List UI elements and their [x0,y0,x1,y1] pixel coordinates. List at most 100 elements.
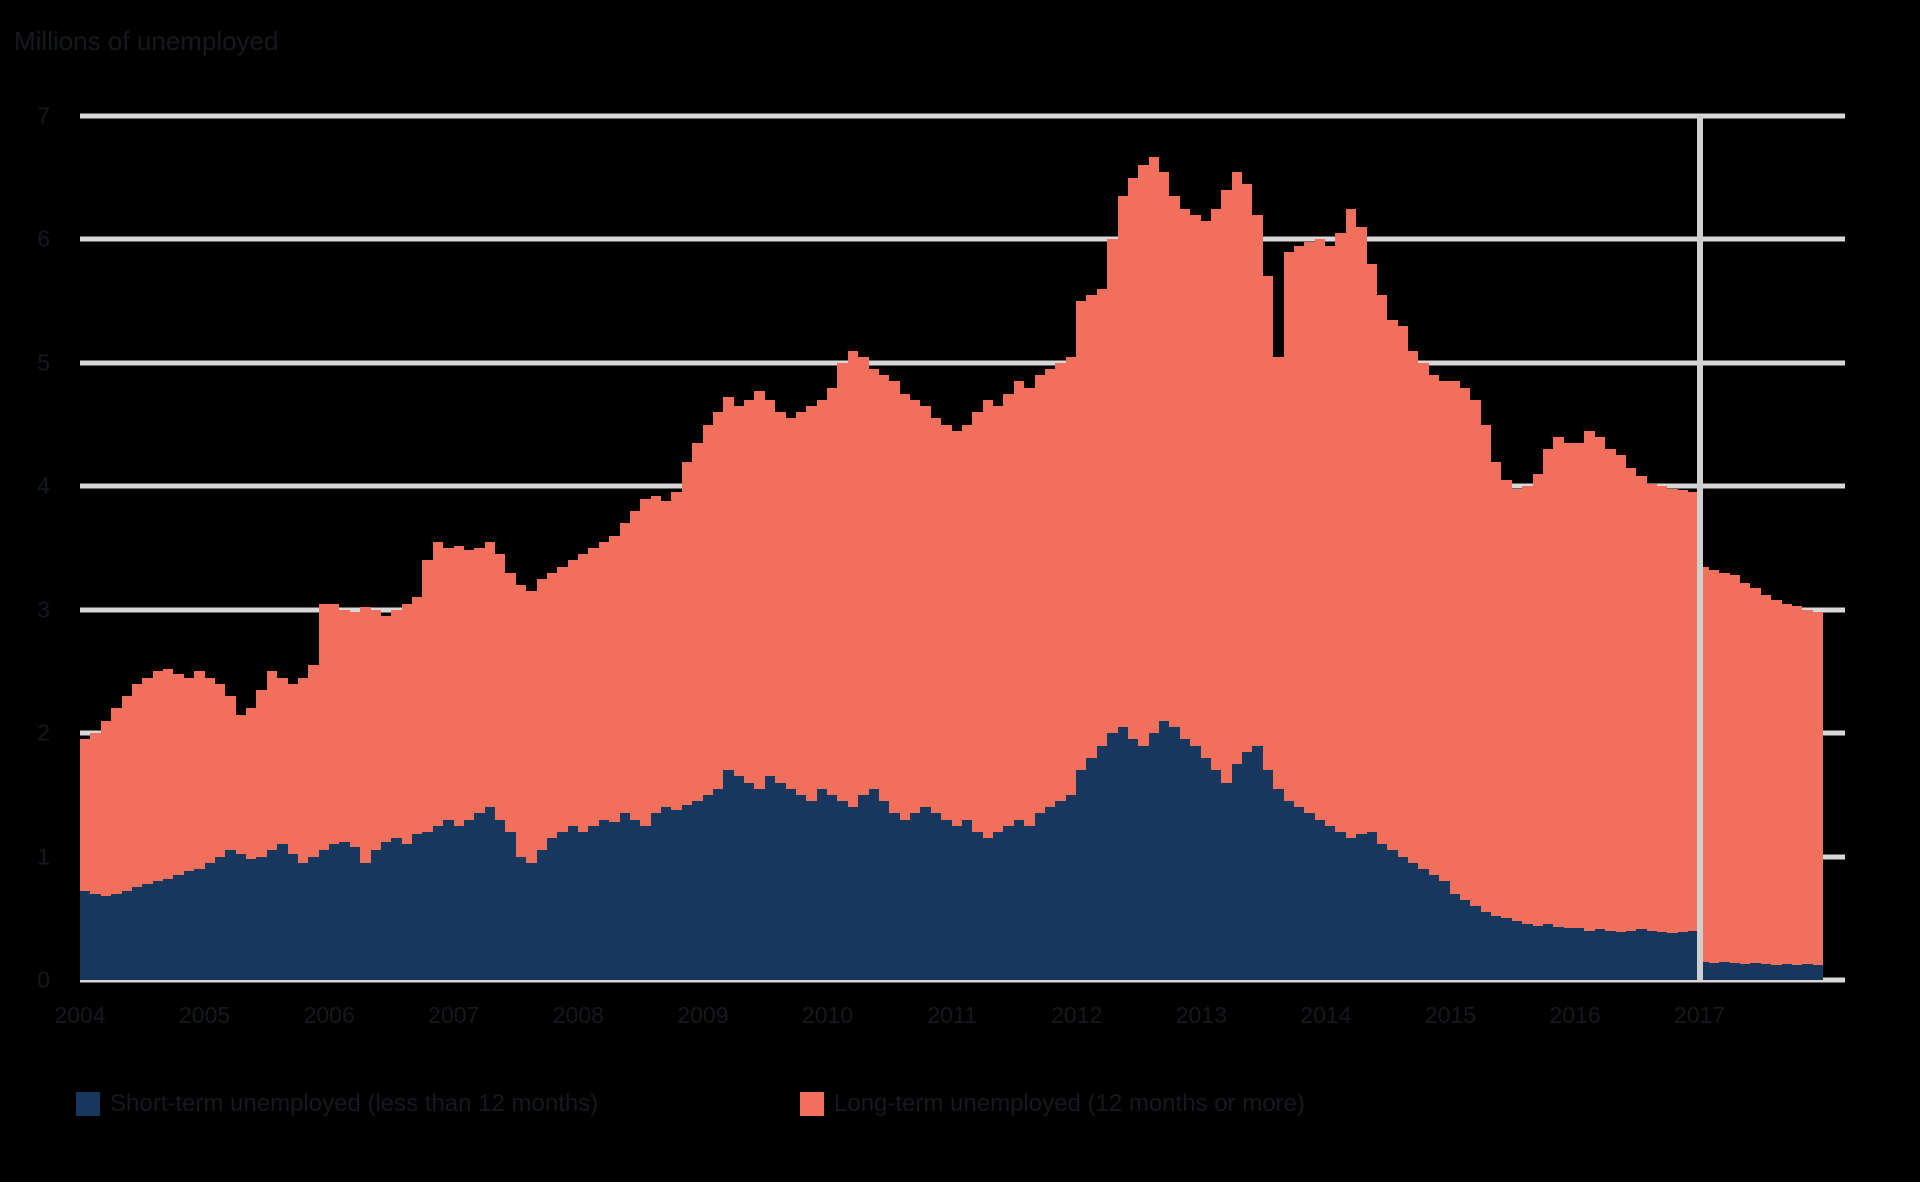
x-axis-year-label: 2006 [303,1002,355,1028]
bar-segment-short-term [297,862,309,980]
bar-month-slot [1345,116,1357,980]
bar-month-slot [142,116,153,980]
bar-segment-long-term [1387,319,1398,851]
bar-segment-long-term [1491,461,1502,916]
series-break-divider-line [1696,116,1703,980]
bar-month-slot [1428,116,1440,980]
bar-segment-long-term [1584,430,1595,931]
bar-month-slot [1677,116,1689,980]
bar-segment-short-term [1408,862,1419,980]
bar-segment-short-term [1688,930,1699,980]
x-axis-year-label: 2017 [1674,1002,1726,1028]
bar-month-slot [806,116,817,980]
bar-month-slot [1086,116,1097,980]
bar-month-slot [1055,116,1066,980]
bar-segment-short-term [1605,930,1616,980]
legend-item-short-term: Short-term unemployed (less than 12 mont… [76,1090,598,1118]
bar-segment-short-term [536,850,547,980]
bar-segment-short-term [194,868,205,980]
bar-segment-short-term [1127,739,1139,980]
bar-month-slot [1708,116,1720,980]
bar-segment-short-term [1397,856,1408,980]
bar-segment-long-term [287,683,298,855]
bar-segment-short-term [1376,844,1388,980]
bar-segment-short-term [1055,801,1066,980]
bar-month-slot [640,116,651,980]
x-axis-year-label: 2004 [54,1002,106,1028]
x-axis-year-label: 2012 [1051,1002,1103,1028]
bar-segment-short-term [1107,733,1118,980]
bar-month-slot [847,116,859,980]
bar-segment-short-term [733,776,744,980]
bar-segment-short-term [1470,905,1481,980]
bar-segment-long-term [1532,473,1543,926]
bar-segment-long-term [80,739,91,892]
bar-segment-short-term [650,813,661,980]
bar-segment-short-term [1024,825,1035,980]
bar-segment-short-term [1594,929,1606,980]
bar-segment-long-term [484,541,495,808]
bar-month-slot [837,116,848,980]
bar-month-slot [256,116,267,980]
bar-segment-short-term [277,844,288,980]
bar-month-slot [754,116,765,980]
bar-segment-short-term [1138,745,1149,980]
bar-segment-long-term [1574,443,1585,929]
bar-month-slot [619,116,630,980]
bar-segment-short-term [910,813,921,980]
bar-segment-short-term [764,776,776,980]
bar-segment-short-term [1501,918,1512,980]
bar-segment-long-term [1781,603,1792,964]
bar-month-slot [1231,116,1242,980]
bar-segment-short-term [837,801,848,980]
bar-segment-long-term [360,607,371,863]
bar-segment-short-term [443,819,454,980]
bar-segment-long-term [1480,424,1491,913]
bar-segment-long-term [297,677,309,863]
bar-segment-long-term [1522,486,1533,925]
bar-segment-short-term [1708,962,1720,980]
bar-segment-short-term [889,813,900,980]
bar-segment-long-term [941,424,952,820]
chart-title: Millions of unemployed [14,26,279,56]
bar-segment-long-term [619,523,630,814]
bar-month-slot [183,116,195,980]
bar-segment-long-term [391,609,402,839]
bar-segment-short-term [308,856,319,980]
bar-month-slot [629,116,641,980]
bar-segment-long-term [131,683,143,888]
bar-month-slot [80,116,91,980]
bar-segment-long-term [951,430,962,826]
bar-segment-long-term [1791,606,1803,966]
bar-segment-short-term [453,825,464,980]
bar-segment-long-term [1812,612,1823,966]
bar-month-slot [297,116,309,980]
bar-segment-short-term [816,788,827,980]
bar-month-slot [495,116,506,980]
bar-segment-short-term [1491,915,1502,980]
x-axis-year-label: 2008 [552,1002,604,1028]
bar-segment-long-term [878,375,890,802]
bar-segment-short-term [868,788,879,980]
bar-segment-short-term [380,841,392,980]
bar-segment-long-term [308,665,319,857]
bar-segment-short-term [671,809,682,980]
bar-month-slot [1179,116,1191,980]
bar-segment-long-term [1677,490,1689,932]
bar-month-slot [412,116,423,980]
bar-month-slot [1511,116,1523,980]
bar-month-slot [131,116,143,980]
bar-segment-short-term [961,819,973,980]
bar-month-slot [505,116,516,980]
bar-segment-long-term [505,572,516,832]
bar-segment-long-term [733,406,744,777]
bar-month-slot [1584,116,1595,980]
bar-month-slot [941,116,952,980]
bar-segment-short-term [1366,831,1377,980]
bar-month-slot [100,116,112,980]
bar-month-slot [1615,116,1626,980]
bar-segment-long-term [1729,575,1740,963]
bar-segment-short-term [744,782,755,980]
bar-segment-long-term [546,572,558,839]
bar-segment-short-term [1117,726,1128,980]
